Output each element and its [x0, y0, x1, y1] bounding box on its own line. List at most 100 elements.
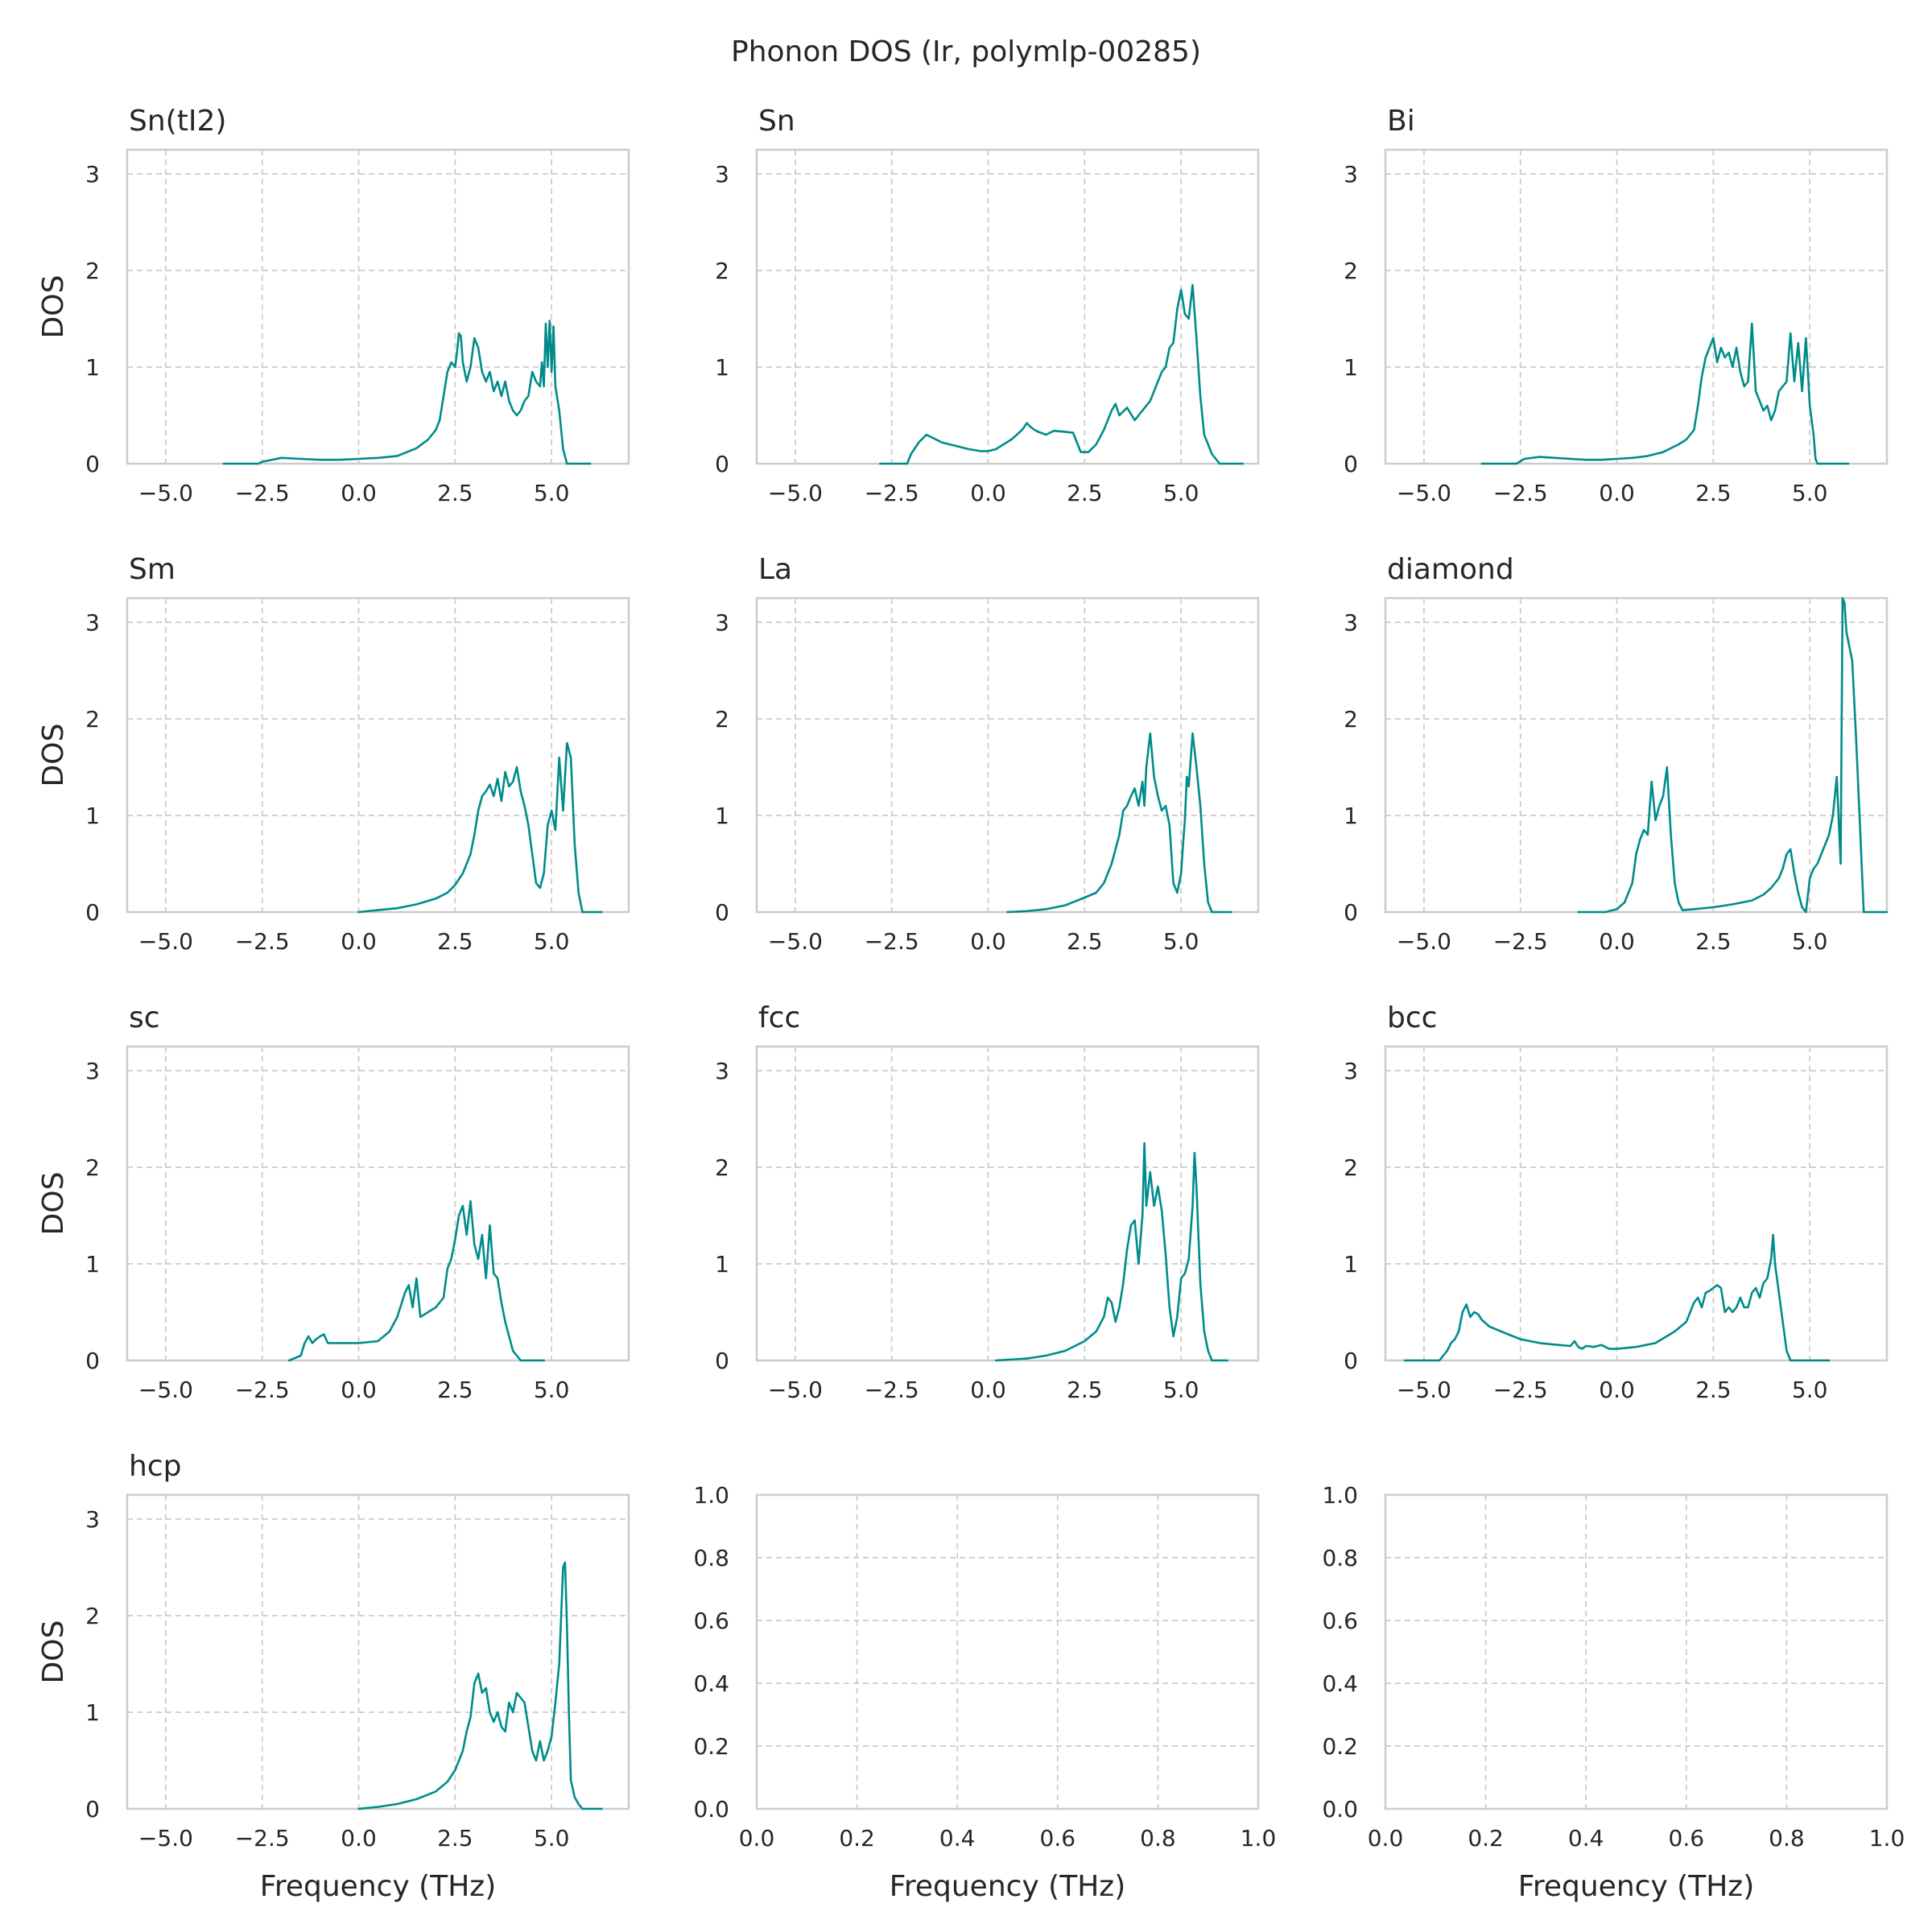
panel-title: diamond [1387, 553, 1514, 586]
panel-title: Sn(tI2) [129, 105, 226, 138]
y-axis-label: DOS [37, 1620, 70, 1684]
y-tick-label: 0 [715, 899, 729, 926]
y-tick-label: 0 [1344, 1348, 1358, 1374]
x-tick-label: −2.5 [1493, 928, 1548, 955]
y-tick-label: 2 [715, 1154, 729, 1181]
x-tick-label: −2.5 [1493, 480, 1548, 506]
y-tick-label: 3 [1344, 161, 1358, 188]
panel-7: −5.0 −2.5 0.0 2.5 5.0 0 1 2 3 fcc [715, 1001, 1260, 1403]
plot-frame [755, 1045, 1260, 1362]
y-tick-label: 1 [85, 803, 100, 829]
x-tick-label: 2.5 [437, 1825, 473, 1852]
x-tick-label: −5.0 [768, 480, 823, 506]
x-tick-label: 0.6 [1669, 1825, 1705, 1852]
x-tick-label: 0.0 [341, 928, 377, 955]
dos-line [357, 1561, 603, 1810]
plot-frame [755, 597, 1260, 914]
y-tick-label: 3 [715, 1058, 729, 1084]
y-tick-label: 2 [85, 258, 100, 284]
y-tick-label: 3 [85, 609, 100, 636]
y-tick-label: 0 [85, 1348, 100, 1374]
y-axis-label: DOS [37, 724, 70, 787]
dos-line [1577, 597, 1889, 914]
dos-line [879, 283, 1245, 465]
x-axis-label: Frequency (THz) [890, 1870, 1125, 1903]
plot-frame [126, 597, 630, 914]
y-tick-label: 0.4 [1322, 1670, 1358, 1697]
x-tick-label: −2.5 [1493, 1377, 1548, 1403]
panel-11: 0.0 0.2 0.4 0.6 0.8 1.0 0.0 0.2 0.4 0.6 0.8 1.0 Freq… [1322, 1482, 1905, 1903]
y-tick-label: 3 [85, 1506, 100, 1533]
y-tick-label: 0.0 [693, 1796, 729, 1823]
y-tick-label: 1 [715, 803, 729, 829]
panel-title: hcp [129, 1450, 181, 1483]
x-tick-label: 0.0 [341, 1825, 377, 1852]
y-tick-label: 1 [85, 354, 100, 381]
panel-9: −5.0 −2.5 0.0 2.5 5.0 0 1 2 3 hcp DOS Frequency (TH… [37, 1450, 630, 1903]
y-tick-label: 1 [85, 1251, 100, 1278]
y-tick-label: 0 [85, 1796, 100, 1823]
y-tick-label: 1 [1344, 354, 1358, 381]
x-tick-label: 5.0 [1163, 480, 1199, 506]
y-axis-label: DOS [37, 275, 70, 339]
x-tick-label: 0.0 [341, 480, 377, 506]
plot-frame [755, 1493, 1260, 1810]
y-tick-label: 1 [715, 1251, 729, 1278]
y-tick-label: 0.2 [1322, 1733, 1358, 1760]
x-tick-label: 2.5 [1695, 480, 1732, 506]
x-tick-label: 2.5 [1695, 928, 1732, 955]
y-tick-label: 1 [1344, 803, 1358, 829]
y-tick-label: 0.0 [1322, 1796, 1358, 1823]
y-tick-label: 1 [1344, 1251, 1358, 1278]
y-tick-label: 3 [85, 161, 100, 188]
y-tick-label: 2 [1344, 1154, 1358, 1181]
x-tick-label: 2.5 [437, 480, 473, 506]
x-tick-label: 0.0 [970, 928, 1006, 955]
x-tick-label: 2.5 [437, 928, 473, 955]
x-tick-label: 5.0 [1792, 1377, 1828, 1403]
panel-title: Sn [758, 105, 795, 138]
plot-frame [1384, 1045, 1889, 1362]
panel-3: −5.0 −2.5 0.0 2.5 5.0 0 1 2 3 Sm DOS [37, 553, 630, 955]
y-axis-label: DOS [37, 1172, 70, 1236]
x-tick-label: 0.0 [1368, 1825, 1404, 1852]
panel-10: 0.0 0.2 0.4 0.6 0.8 1.0 0.0 0.2 0.4 0.6 0.8 1.0 Freq… [693, 1482, 1276, 1903]
plot-frame [1384, 148, 1889, 465]
x-tick-label: −5.0 [1397, 480, 1451, 506]
y-tick-label: 3 [715, 609, 729, 636]
x-tick-label: 5.0 [1792, 928, 1828, 955]
x-tick-label: 0.8 [1140, 1825, 1176, 1852]
x-tick-label: −5.0 [138, 480, 193, 506]
x-tick-label: 2.5 [437, 1377, 473, 1403]
x-tick-label: 1.0 [1869, 1825, 1905, 1852]
x-tick-label: 5.0 [534, 1377, 570, 1403]
x-tick-label: 0.0 [1599, 1377, 1635, 1403]
x-tick-label: 5.0 [1163, 928, 1199, 955]
x-tick-label: 0.2 [1468, 1825, 1504, 1852]
x-tick-label: 0.4 [939, 1825, 976, 1852]
dos-line [222, 320, 592, 465]
panel-2: −5.0 −2.5 0.0 2.5 5.0 0 1 2 3 Bi [1344, 105, 1889, 506]
x-tick-label: 0.0 [1599, 480, 1635, 506]
dos-line [357, 741, 603, 914]
x-tick-label: 2.5 [1067, 928, 1103, 955]
panel-title: La [758, 553, 792, 586]
y-tick-label: 0 [1344, 899, 1358, 926]
x-tick-label: 1.0 [1241, 1825, 1277, 1852]
y-tick-label: 2 [1344, 706, 1358, 733]
y-tick-label: 3 [85, 1058, 100, 1084]
x-tick-label: 5.0 [534, 928, 570, 955]
x-tick-label: −5.0 [138, 928, 193, 955]
y-tick-label: 2 [85, 706, 100, 733]
x-tick-label: 0.0 [739, 1825, 775, 1852]
y-tick-label: 1 [85, 1699, 100, 1726]
y-tick-label: 0.2 [693, 1733, 729, 1760]
x-tick-label: 0.4 [1568, 1825, 1604, 1852]
x-tick-label: 2.5 [1695, 1377, 1732, 1403]
x-tick-label: 5.0 [1163, 1377, 1199, 1403]
y-tick-label: 0.8 [1322, 1545, 1358, 1571]
x-tick-label: 2.5 [1067, 480, 1103, 506]
y-tick-label: 2 [715, 258, 729, 284]
y-tick-label: 0.6 [1322, 1608, 1358, 1634]
